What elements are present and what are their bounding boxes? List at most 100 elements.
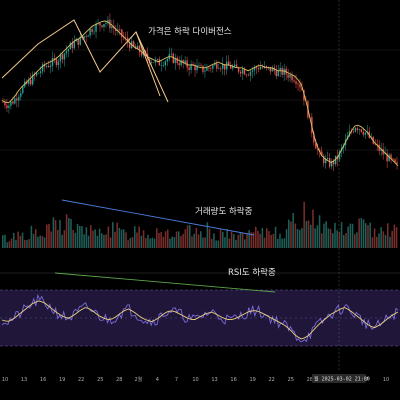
price-candle	[55, 59, 58, 66]
x-tick-label: 16	[230, 377, 236, 383]
volume-bar	[387, 223, 389, 248]
volume-bar	[325, 221, 327, 248]
volume-bar	[90, 225, 92, 248]
volume-bar	[340, 222, 343, 248]
volume-bar	[343, 235, 345, 248]
price-candle	[245, 74, 248, 76]
price-candle	[386, 153, 388, 162]
x-tick-label: 25	[288, 377, 294, 383]
price-candle	[323, 156, 325, 164]
divergence-zigzag-line	[1, 19, 161, 97]
price-candle	[364, 132, 367, 135]
volume-bar	[85, 227, 88, 248]
price-candle	[31, 74, 34, 85]
volume-bar	[103, 234, 105, 248]
volume-bar	[380, 227, 382, 248]
price-candle	[279, 67, 281, 71]
volume-bar	[215, 240, 217, 248]
volume-bar	[367, 225, 369, 248]
volume-bar	[41, 236, 44, 248]
price-candle	[376, 144, 378, 145]
volume-bar	[120, 229, 123, 248]
price-candle	[111, 26, 113, 29]
volume-bar	[255, 226, 257, 248]
volume-bar	[329, 229, 332, 248]
price-candle	[297, 83, 299, 85]
price-candle	[170, 53, 172, 55]
price-candle	[67, 49, 70, 52]
volume-bar	[182, 233, 184, 248]
volume-bar	[310, 224, 312, 248]
volume-bar	[217, 240, 220, 248]
volume-bar	[252, 232, 255, 248]
price-candle	[45, 65, 48, 67]
price-candle	[265, 66, 268, 68]
volume-bar	[134, 226, 136, 248]
volume-bars	[2, 201, 398, 248]
x-tick-label: 22	[78, 377, 84, 383]
price-candle	[33, 74, 36, 76]
price-candle	[317, 148, 319, 150]
price-candle	[166, 58, 169, 62]
volume-bar	[235, 239, 237, 248]
volume-bar	[87, 235, 90, 248]
volume-bar	[125, 232, 127, 248]
volume-bar	[244, 239, 246, 248]
volume-bar	[272, 233, 275, 248]
price-candle	[57, 61, 60, 66]
price-candle	[394, 159, 396, 163]
price-candle	[319, 149, 321, 152]
price-candle	[140, 52, 143, 56]
price-candle	[53, 58, 56, 60]
price-candle	[360, 129, 363, 132]
volume-bar	[59, 220, 61, 248]
volume-bar	[288, 219, 290, 248]
x-tick-label: 13	[211, 377, 217, 383]
price-candle	[293, 80, 295, 82]
volume-bar	[184, 229, 187, 248]
volume-bar	[314, 228, 316, 248]
price-candle	[95, 23, 97, 32]
price-candle	[51, 58, 54, 66]
price-candle	[269, 66, 271, 72]
volume-bar	[224, 237, 226, 248]
volume-bar	[186, 225, 189, 248]
volume-bar	[378, 233, 380, 248]
price-candle	[233, 64, 236, 67]
volume-bar	[101, 233, 103, 248]
volume-trend-line	[61, 199, 255, 236]
volume-bar	[263, 237, 266, 248]
volume-bar	[105, 234, 107, 248]
price-candle	[6, 105, 8, 108]
x-tick-label: 28	[307, 377, 313, 383]
volume-bar	[65, 214, 68, 248]
volume-bar	[114, 231, 116, 248]
volume-bar	[131, 237, 134, 248]
price-candle	[2, 101, 4, 103]
volume-bar	[138, 226, 140, 248]
price-candle	[8, 105, 10, 108]
price-candle	[162, 65, 165, 66]
price-candle	[194, 65, 196, 71]
volume-bar	[94, 229, 96, 248]
volume-bar	[316, 225, 319, 248]
volume-bar	[74, 232, 77, 248]
price-candle	[382, 149, 384, 155]
volume-bar	[57, 229, 59, 248]
price-candle	[257, 68, 260, 70]
price-candle	[160, 65, 163, 66]
volume-bar	[13, 232, 15, 248]
volume-bar	[277, 238, 279, 248]
price-candle	[249, 71, 252, 76]
price-candle	[208, 67, 210, 69]
volume-bar	[191, 236, 193, 248]
price-candle	[388, 154, 390, 162]
volume-bar	[167, 229, 169, 248]
price-candle	[180, 60, 182, 66]
price-candle	[271, 67, 273, 72]
volume-bar	[318, 215, 321, 248]
volume-bar	[312, 209, 314, 248]
price-candle	[93, 31, 95, 33]
volume-bar	[79, 225, 81, 248]
rsi-moving-average-line	[1, 300, 399, 340]
